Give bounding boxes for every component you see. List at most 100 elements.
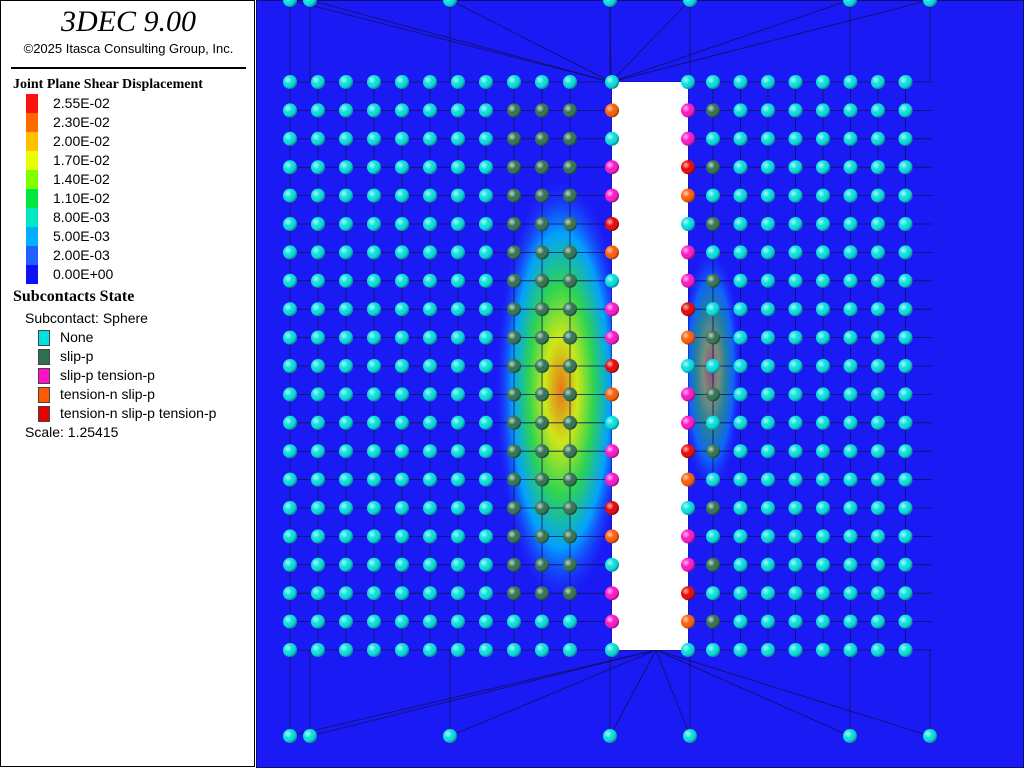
sphere-shade [898, 188, 913, 203]
sphere-shade [605, 103, 619, 118]
sphere-shade [367, 75, 381, 89]
sphere-shade [681, 557, 695, 572]
sphere-shade [507, 444, 521, 459]
sphere-shade [843, 586, 858, 601]
sphere-shade [706, 131, 720, 146]
sphere-shade [681, 472, 695, 487]
sphere-shade [535, 302, 549, 317]
sphere-shade [733, 188, 748, 203]
sphere-shade [706, 160, 720, 175]
sphere-shade [563, 75, 577, 89]
sphere-shade [898, 586, 913, 601]
sphere-shade [816, 529, 830, 544]
color-swatch [38, 406, 50, 422]
sphere-shade [706, 415, 720, 430]
sphere-shade [311, 245, 325, 260]
sphere-shade [311, 302, 325, 317]
sphere-shade [423, 444, 437, 459]
state-label: slip-p [60, 348, 94, 364]
sphere-shade [683, 0, 697, 7]
sphere-shade [816, 330, 830, 345]
sphere-shade [535, 586, 549, 601]
sphere-shade [788, 103, 803, 118]
sphere-shade [423, 529, 437, 544]
sphere-shade [367, 529, 381, 544]
sphere-shade [311, 557, 325, 572]
sphere-shade [843, 217, 858, 231]
level-label: 5.00E-03 [53, 228, 110, 244]
sphere-shade [733, 586, 748, 601]
sphere-shade [311, 415, 325, 430]
sphere-shade [535, 643, 549, 657]
color-swatch [26, 170, 38, 189]
sphere-shade [871, 103, 885, 118]
level-label: 1.10E-02 [53, 190, 110, 206]
sphere-shade [681, 131, 695, 146]
sphere-shade [367, 472, 381, 487]
sphere-shade [816, 359, 830, 373]
sphere-shade [395, 273, 409, 288]
sphere-shade [451, 75, 465, 89]
sphere-shade [451, 586, 465, 601]
sphere-shade [898, 217, 913, 231]
sphere-shade [423, 245, 437, 260]
divider [11, 67, 246, 69]
sphere-shade [871, 501, 885, 515]
sphere-shade [339, 75, 353, 89]
sphere-shade [898, 415, 913, 430]
sphere-shade [788, 330, 803, 345]
sphere-shade [761, 415, 775, 430]
sphere-shade [479, 415, 493, 430]
sphere-shade [367, 131, 381, 146]
sphere-shade [733, 75, 748, 89]
sphere-shade [367, 245, 381, 260]
sphere-shade [339, 586, 353, 601]
sphere-shade [843, 75, 858, 89]
color-swatch [26, 246, 38, 265]
sphere-shade [871, 75, 885, 89]
sphere-shade [451, 359, 465, 373]
sphere-shade [871, 472, 885, 487]
sphere-shade [339, 188, 353, 203]
sphere-shade [303, 0, 317, 7]
sphere-shade [423, 217, 437, 231]
state-subtitle: Subcontact: Sphere [25, 310, 148, 326]
sphere-shade [843, 529, 858, 544]
mesh-line [655, 649, 931, 737]
sphere-shade [788, 302, 803, 317]
sphere-shade [681, 330, 695, 345]
spheres [283, 0, 937, 743]
sphere-shade [706, 472, 720, 487]
sphere-shade [563, 245, 577, 260]
sphere-shade [535, 614, 549, 629]
level-label: 2.00E-02 [53, 133, 110, 149]
sphere-shade [479, 501, 493, 515]
sphere-shade [535, 188, 549, 203]
sphere-shade [761, 330, 775, 345]
sphere-shade [283, 614, 297, 629]
sphere-shade [283, 586, 297, 601]
sphere-shade [395, 529, 409, 544]
sphere-shade [788, 160, 803, 175]
sphere-shade [733, 415, 748, 430]
sphere-shade [681, 415, 695, 430]
sphere-shade [535, 245, 549, 260]
sphere-shade [788, 643, 803, 657]
sphere-shade [788, 444, 803, 459]
app-title: 3DEC 9.00 [61, 5, 196, 38]
state-label: tension-n slip-p tension-p [60, 405, 217, 421]
sphere-shade [535, 501, 549, 515]
sphere-shade [283, 643, 297, 657]
sphere-shade [451, 614, 465, 629]
level-label: 1.70E-02 [53, 152, 110, 168]
sphere-shade [535, 131, 549, 146]
sphere-shade [706, 586, 720, 601]
sphere-shade [507, 188, 521, 203]
sphere-shade [871, 330, 885, 345]
sphere-shade [535, 557, 549, 572]
sphere-shade [733, 529, 748, 544]
sphere-shade [311, 359, 325, 373]
sphere-shade [898, 387, 913, 402]
sphere-shade [788, 415, 803, 430]
sphere-shade [898, 444, 913, 459]
